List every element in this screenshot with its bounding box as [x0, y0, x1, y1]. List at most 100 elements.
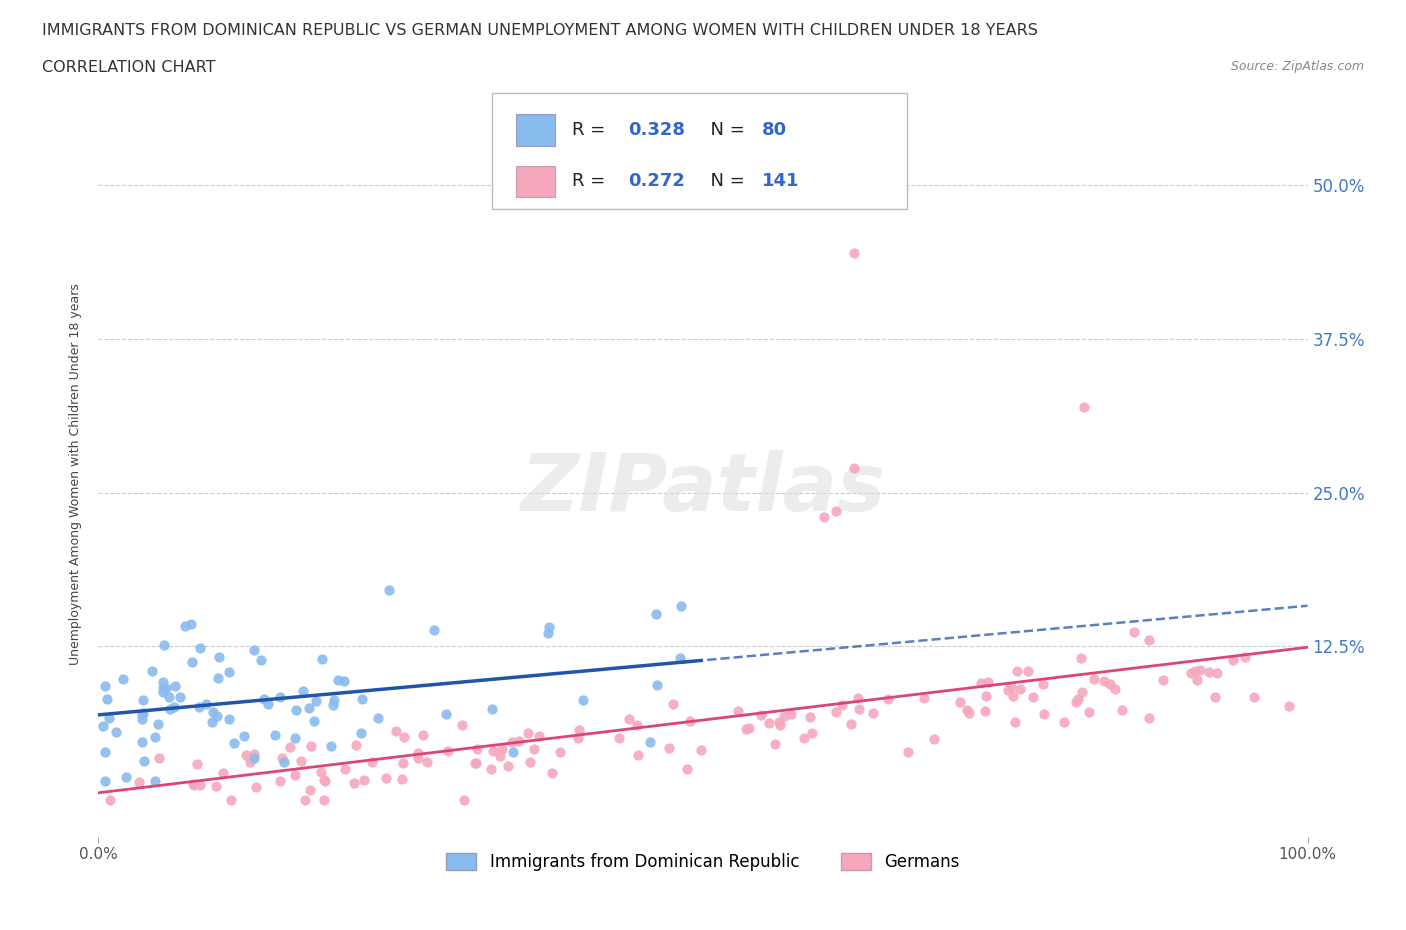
Point — [464, 755, 486, 770]
Point — [1233, 649, 1256, 664]
Point — [647, 678, 669, 693]
Point — [153, 637, 176, 652]
Point — [758, 716, 780, 731]
Point — [537, 619, 560, 634]
Point — [91, 719, 114, 734]
Point — [679, 713, 702, 728]
Point — [957, 706, 980, 721]
Point — [479, 762, 502, 777]
Point — [949, 695, 972, 710]
Point — [793, 730, 815, 745]
Point — [344, 737, 367, 752]
Point — [523, 742, 546, 757]
Point — [180, 655, 202, 670]
Point — [311, 651, 333, 666]
Point — [207, 671, 229, 685]
Point — [1111, 702, 1133, 717]
Point — [1070, 651, 1092, 666]
Point — [912, 691, 935, 706]
Point — [284, 731, 307, 746]
Point — [799, 710, 821, 724]
Point — [1067, 692, 1090, 707]
Point — [335, 762, 357, 777]
Point — [264, 727, 287, 742]
Point — [163, 700, 186, 715]
Point — [482, 743, 505, 758]
Point — [94, 679, 117, 694]
Point — [222, 736, 245, 751]
Point — [312, 792, 335, 807]
Point — [406, 751, 429, 765]
Point — [239, 755, 262, 770]
Point — [1010, 682, 1032, 697]
Point — [97, 711, 120, 725]
Point — [143, 729, 166, 744]
Point — [897, 745, 920, 760]
Point — [571, 692, 593, 707]
Point — [242, 747, 264, 762]
Point — [502, 744, 524, 759]
Point — [877, 691, 900, 706]
Text: N =: N = — [699, 172, 751, 191]
Point — [253, 692, 276, 707]
Point — [128, 775, 150, 790]
Point — [157, 690, 180, 705]
Point — [131, 735, 153, 750]
Point — [1073, 399, 1095, 414]
Point — [844, 246, 866, 260]
Point — [392, 730, 415, 745]
Text: R =: R = — [572, 121, 612, 140]
Point — [152, 675, 174, 690]
Point — [309, 765, 332, 780]
Point — [1137, 711, 1160, 726]
Point — [104, 724, 127, 739]
Point — [1204, 689, 1226, 704]
Point — [221, 792, 243, 807]
Point — [763, 737, 786, 751]
Point — [391, 772, 413, 787]
Point — [183, 777, 205, 792]
Point — [450, 717, 472, 732]
Point — [1243, 690, 1265, 705]
Point — [294, 792, 316, 807]
Point — [825, 504, 848, 519]
Point — [290, 753, 312, 768]
Point — [298, 700, 321, 715]
Point — [617, 711, 640, 726]
Point — [284, 702, 307, 717]
Point — [1021, 689, 1043, 704]
Point — [1278, 698, 1301, 713]
Point — [333, 673, 356, 688]
Point — [496, 759, 519, 774]
Point — [627, 748, 650, 763]
Point — [115, 769, 138, 784]
Point — [180, 617, 202, 631]
Point — [645, 606, 668, 621]
Point — [1123, 625, 1146, 640]
Point — [465, 742, 488, 757]
Point — [727, 703, 749, 718]
Point — [1180, 665, 1202, 680]
Point — [305, 694, 328, 709]
Point — [155, 681, 177, 696]
Point — [132, 754, 155, 769]
Point — [737, 721, 759, 736]
Point — [218, 711, 240, 726]
Point — [159, 701, 181, 716]
Point — [423, 622, 446, 637]
Point — [481, 701, 503, 716]
Legend: Immigrants from Dominican Republic, Germans: Immigrants from Dominican Republic, Germ… — [439, 844, 967, 880]
Point — [974, 688, 997, 703]
Point — [326, 672, 349, 687]
Point — [141, 664, 163, 679]
Text: 0.272: 0.272 — [628, 172, 685, 191]
Y-axis label: Unemployment Among Women with Children Under 18 years: Unemployment Among Women with Children U… — [69, 284, 83, 665]
Point — [676, 762, 699, 777]
Point — [353, 773, 375, 788]
Point — [278, 739, 301, 754]
Point — [143, 773, 166, 788]
Point — [169, 690, 191, 705]
Point — [349, 725, 371, 740]
Point — [453, 792, 475, 807]
Point — [848, 702, 870, 717]
